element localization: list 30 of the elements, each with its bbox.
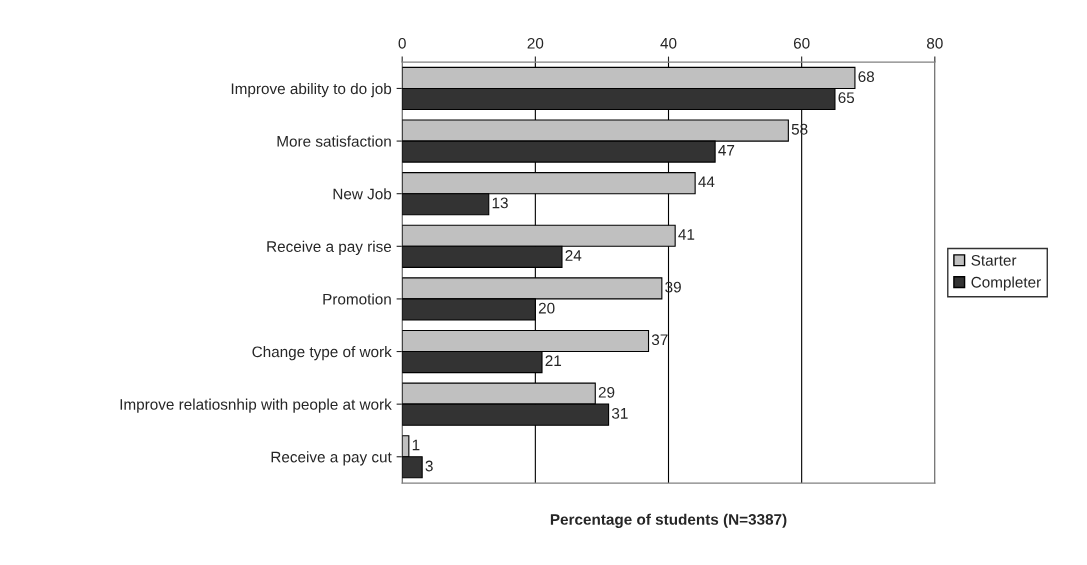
data-label: 1 <box>412 439 420 451</box>
legend-label: Starter <box>971 254 1017 266</box>
data-label: 24 <box>565 250 582 261</box>
y-tick-label: New Job <box>333 188 392 200</box>
x-axis-title: Percentage of students (N=3387) <box>550 513 787 528</box>
data-label: 31 <box>611 407 628 419</box>
data-label: 29 <box>598 386 615 398</box>
y-tick-label: Receive a pay cut <box>271 451 392 466</box>
data-label: 47 <box>718 145 735 156</box>
x-tick-label: 60 <box>793 37 810 49</box>
data-label: 20 <box>538 302 555 314</box>
data-label: 68 <box>858 71 875 83</box>
x-tick-label: 40 <box>660 37 677 49</box>
data-label: 3 <box>425 460 433 472</box>
y-tick-label: Promotion <box>323 293 391 305</box>
data-label: 13 <box>492 197 508 209</box>
data-label: 65 <box>838 92 855 104</box>
x-tick-label: 80 <box>926 37 943 49</box>
y-tick-label: Improve relatiosnhip with people at work <box>120 398 392 413</box>
x-tick-label: 0 <box>398 37 406 49</box>
data-label: 37 <box>651 334 668 346</box>
y-tick-label: Improve ability to do job <box>231 82 392 98</box>
y-tick-label: Change type of work <box>252 346 392 361</box>
data-label: 44 <box>698 176 715 188</box>
legend-label: Completer <box>971 276 1041 291</box>
x-tick-label: 20 <box>527 37 544 49</box>
data-label: 41 <box>678 229 695 240</box>
data-label: 21 <box>545 355 562 367</box>
y-tick-label: Receive a pay rise <box>267 240 392 256</box>
y-tick-label: More satisfaction <box>277 135 391 147</box>
